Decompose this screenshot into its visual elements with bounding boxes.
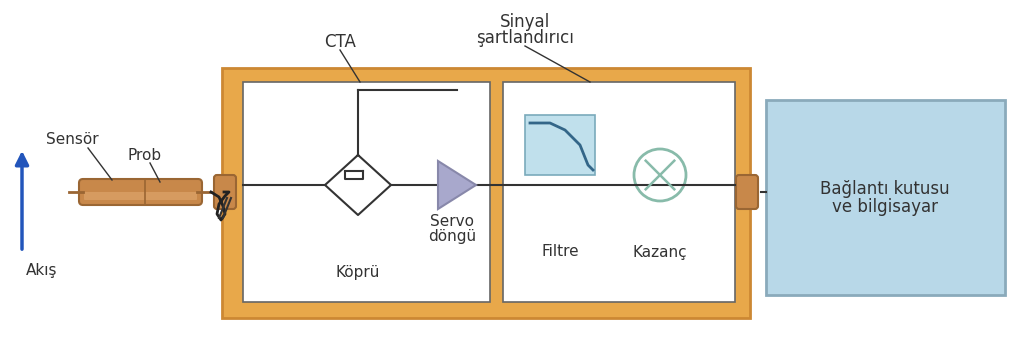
Text: Servo: Servo: [430, 215, 474, 229]
Bar: [766, 100, 1005, 295]
Text: Akış: Akış: [27, 263, 57, 277]
Bar: [503, 82, 735, 302]
Bar: [243, 82, 490, 302]
FancyBboxPatch shape: [736, 175, 758, 209]
Text: Kazanç: Kazanç: [633, 245, 687, 259]
Text: Filtre: Filtre: [542, 245, 579, 259]
Text: Sensör: Sensör: [46, 132, 98, 148]
Text: Sinyal: Sinyal: [500, 13, 550, 31]
Text: CTA: CTA: [324, 33, 356, 51]
FancyBboxPatch shape: [214, 175, 236, 209]
Text: Prob: Prob: [128, 148, 162, 162]
Text: döngü: döngü: [428, 228, 476, 244]
FancyBboxPatch shape: [84, 192, 197, 200]
Bar: [525, 115, 595, 175]
Text: Bağlantı kutusu: Bağlantı kutusu: [820, 180, 950, 198]
Bar: [222, 68, 750, 318]
Text: şartlandırıcı: şartlandırıcı: [476, 29, 573, 47]
FancyBboxPatch shape: [79, 179, 202, 205]
Polygon shape: [438, 161, 476, 209]
Text: ve bilgisayar: ve bilgisayar: [831, 198, 938, 216]
Circle shape: [634, 149, 686, 201]
Text: Köprü: Köprü: [336, 265, 380, 279]
